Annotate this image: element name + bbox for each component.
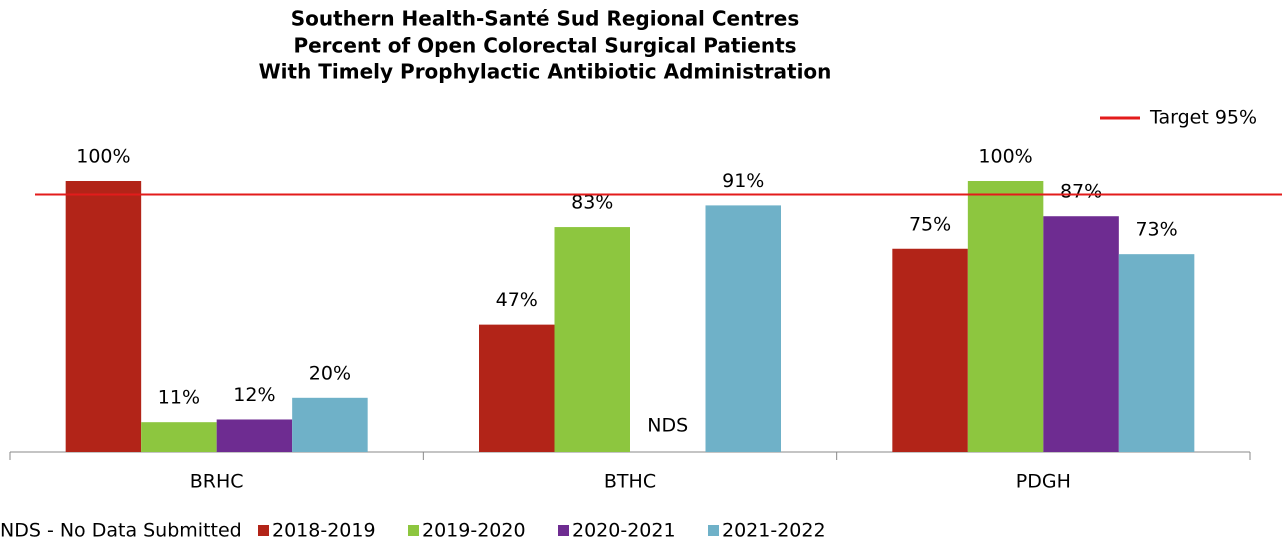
value-label: 83%: [571, 192, 613, 214]
value-label: 47%: [496, 289, 538, 311]
bar: [479, 324, 555, 452]
value-label: 100%: [978, 146, 1032, 168]
chart-title: Percent of Open Colorectal Surgical Pati…: [293, 34, 796, 58]
bar: [65, 181, 142, 452]
value-label: 87%: [1060, 181, 1102, 203]
chart-title: Southern Health-Santé Sud Regional Centr…: [291, 7, 800, 31]
value-label: 91%: [722, 170, 764, 192]
x-tick-label: BTHC: [604, 471, 656, 493]
bar: [216, 419, 293, 452]
bar: [554, 227, 630, 452]
bar: [967, 181, 1044, 452]
value-label: 75%: [909, 213, 951, 235]
note: NDS - No Data Submitted: [0, 520, 242, 542]
value-label: 12%: [233, 384, 275, 406]
legend-swatch: [408, 525, 419, 536]
value-label: NDS: [647, 415, 688, 437]
value-label: 100%: [76, 146, 130, 168]
legend-label: Target 95%: [1149, 107, 1257, 129]
bar: [292, 397, 368, 452]
legend-swatch: [708, 525, 719, 536]
x-tick-label: PDGH: [1016, 471, 1071, 493]
legend-swatch: [258, 525, 269, 536]
bar: [141, 422, 217, 452]
value-label: 11%: [158, 387, 200, 409]
chart-title: With Timely Prophylactic Antibiotic Admi…: [259, 60, 832, 84]
bar: [892, 248, 968, 452]
bar: [1043, 216, 1119, 452]
x-tick-label: BRHC: [190, 471, 244, 493]
legend-label: 2021-2022: [722, 520, 826, 542]
legend-label: 2019-2020: [422, 520, 526, 542]
value-label: 20%: [309, 362, 351, 384]
legend-label: 2020-2021: [572, 520, 676, 542]
bar: [705, 205, 781, 452]
legend-swatch: [558, 525, 569, 536]
legend-label: 2018-2019: [272, 520, 376, 542]
value-label: 73%: [1135, 219, 1177, 241]
bar: [1118, 254, 1195, 452]
